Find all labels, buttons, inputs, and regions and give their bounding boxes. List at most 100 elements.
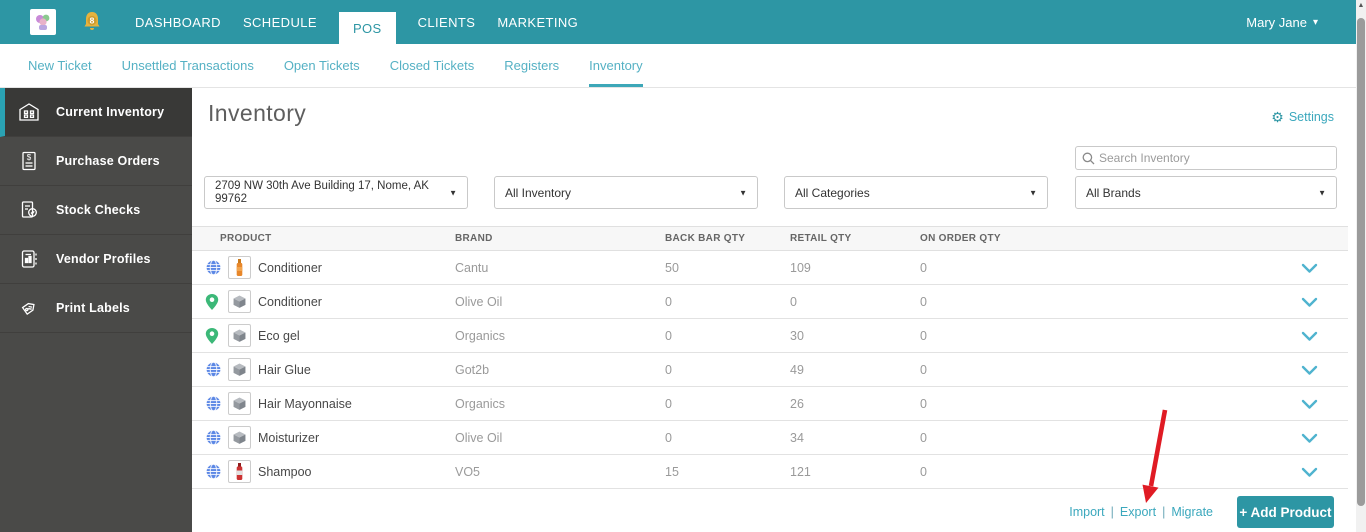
inventory-scope-dropdown[interactable]: All Inventory ▼ (494, 176, 758, 209)
location-dropdown-value: 2709 NW 30th Ave Building 17, Nome, AK 9… (215, 179, 429, 205)
retail-qty: 30 (790, 329, 804, 343)
nav-item-dashboard[interactable]: DASHBOARD (135, 14, 221, 30)
on-order-qty: 0 (920, 397, 927, 411)
tab-unsettled-transactions[interactable]: Unsettled Transactions (121, 58, 254, 73)
box-thumbnail-icon (228, 358, 251, 381)
product-name: Eco gel (258, 329, 300, 343)
table-footer: Import | Export | Migrate + Add Product (192, 492, 1356, 532)
brand-dropdown-value: All Brands (1086, 185, 1141, 200)
product-brand: VO5 (455, 465, 481, 479)
on-order-qty: 0 (920, 465, 927, 479)
purchase-order-icon: $ (18, 150, 40, 172)
tab-new-ticket[interactable]: New Ticket (28, 58, 92, 73)
back-bar-qty: 0 (665, 363, 672, 377)
scrollbar-up-arrow[interactable]: ▲ (1357, 2, 1365, 9)
expand-row-chevron-icon[interactable] (1301, 465, 1318, 483)
back-bar-qty: 0 (665, 295, 672, 309)
sidebar-item-purchase-orders[interactable]: $ Purchase Orders (0, 137, 192, 186)
product-name: Hair Mayonnaise (258, 397, 352, 411)
sidebar-item-label: Purchase Orders (56, 154, 160, 168)
warehouse-icon (18, 101, 40, 123)
search-input[interactable] (1099, 148, 1336, 168)
table-row[interactable]: Hair Mayonnaise Organics 0 26 0 (192, 387, 1348, 421)
nav-item-schedule[interactable]: SCHEDULE (242, 14, 317, 30)
pos-sub-navigation: New Ticket Unsettled Transactions Open T… (0, 44, 1356, 88)
orange-bottle-thumbnail-icon (228, 256, 251, 279)
inventory-sidebar: Current Inventory $ Purchase Orders Stoc… (0, 88, 192, 532)
table-row[interactable]: Shampoo VO5 15 121 0 (192, 455, 1348, 489)
top-navigation-bar: 8 DASHBOARD SCHEDULE POS CLIENTS MARKETI… (0, 0, 1356, 44)
column-header-product: PRODUCT (220, 233, 272, 244)
notification-bell-icon[interactable]: 8 (82, 10, 102, 34)
expand-row-chevron-icon[interactable] (1301, 363, 1318, 381)
search-icon (1082, 152, 1095, 164)
notification-badge: 8 (90, 16, 95, 26)
stock-check-icon (18, 199, 40, 221)
tag-icon (18, 297, 40, 319)
add-product-button[interactable]: + Add Product (1237, 496, 1334, 528)
user-menu[interactable]: Mary Jane ▾ (1246, 0, 1318, 44)
table-row[interactable]: Conditioner Olive Oil 0 0 0 (192, 285, 1348, 319)
brand-dropdown[interactable]: All Brands ▼ (1075, 176, 1337, 209)
table-row[interactable]: Conditioner Cantu 50 109 0 (192, 251, 1348, 285)
product-brand: Organics (455, 397, 506, 411)
sidebar-item-print-labels[interactable]: Print Labels (0, 284, 192, 333)
category-dropdown-value: All Categories (795, 185, 870, 200)
on-order-qty: 0 (920, 295, 927, 309)
globe-icon (205, 361, 222, 379)
nav-item-clients[interactable]: CLIENTS (417, 14, 476, 30)
back-bar-qty: 0 (665, 431, 672, 445)
vendor-profile-icon (18, 248, 40, 270)
separator: | (1110, 505, 1114, 519)
import-link[interactable]: Import (1069, 505, 1105, 519)
export-link[interactable]: Export (1119, 505, 1157, 519)
product-name: Shampoo (258, 465, 312, 479)
table-header: PRODUCT BRAND BACK BAR QTY RETAIL QTY ON… (192, 226, 1348, 251)
sidebar-item-vendor-profiles[interactable]: Vendor Profiles (0, 235, 192, 284)
location-dropdown[interactable]: 2709 NW 30th Ave Building 17, Nome, AK 9… (204, 176, 468, 209)
box-thumbnail-icon (228, 426, 251, 449)
nav-item-marketing[interactable]: MARKETING (497, 14, 579, 30)
page-title: Inventory (208, 100, 307, 126)
sidebar-item-label: Print Labels (56, 301, 130, 315)
retail-qty: 26 (790, 397, 804, 411)
inventory-table-body: Conditioner Cantu 50 109 0 Conditioner O… (192, 251, 1348, 489)
retail-qty: 34 (790, 431, 804, 445)
app-logo-icon[interactable] (30, 9, 56, 35)
location-pin-icon (205, 327, 222, 345)
sidebar-item-current-inventory[interactable]: Current Inventory (0, 88, 192, 137)
svg-text:$: $ (27, 153, 32, 162)
table-row[interactable]: Hair Glue Got2b 0 49 0 (192, 353, 1348, 387)
expand-row-chevron-icon[interactable] (1301, 295, 1318, 313)
box-thumbnail-icon (228, 290, 251, 313)
expand-row-chevron-icon[interactable] (1301, 431, 1318, 449)
tab-registers[interactable]: Registers (504, 58, 560, 73)
inventory-main-panel: Inventory ⚙ Settings 2709 NW 30th Ave Bu… (192, 88, 1356, 532)
settings-button[interactable]: ⚙ Settings (1271, 110, 1334, 124)
tab-closed-tickets[interactable]: Closed Tickets (389, 58, 475, 73)
primary-nav: DASHBOARD SCHEDULE POS CLIENTS MARKETING (124, 0, 589, 44)
scrollbar-thumb[interactable] (1357, 18, 1365, 506)
on-order-qty: 0 (920, 329, 927, 343)
tab-open-tickets[interactable]: Open Tickets (283, 58, 360, 73)
product-brand: Olive Oil (455, 431, 503, 445)
category-dropdown[interactable]: All Categories ▼ (784, 176, 1048, 209)
product-brand: Organics (455, 329, 506, 343)
tab-inventory[interactable]: Inventory (589, 44, 643, 87)
caret-down-icon: ▼ (1318, 188, 1326, 197)
sidebar-item-label: Stock Checks (56, 203, 141, 217)
retail-qty: 0 (790, 295, 797, 309)
expand-row-chevron-icon[interactable] (1301, 329, 1318, 347)
migrate-link[interactable]: Migrate (1171, 505, 1213, 519)
globe-icon (205, 429, 222, 447)
product-brand: Olive Oil (455, 295, 503, 309)
table-row[interactable]: Moisturizer Olive Oil 0 34 0 (192, 421, 1348, 455)
sidebar-item-stock-checks[interactable]: Stock Checks (0, 186, 192, 235)
red-bottle-thumbnail-icon (228, 460, 251, 483)
table-row[interactable]: Eco gel Organics 0 30 0 (192, 319, 1348, 353)
globe-icon (205, 259, 222, 277)
back-bar-qty: 15 (665, 465, 679, 479)
expand-row-chevron-icon[interactable] (1301, 261, 1318, 279)
expand-row-chevron-icon[interactable] (1301, 397, 1318, 415)
nav-item-pos[interactable]: POS (338, 12, 396, 44)
